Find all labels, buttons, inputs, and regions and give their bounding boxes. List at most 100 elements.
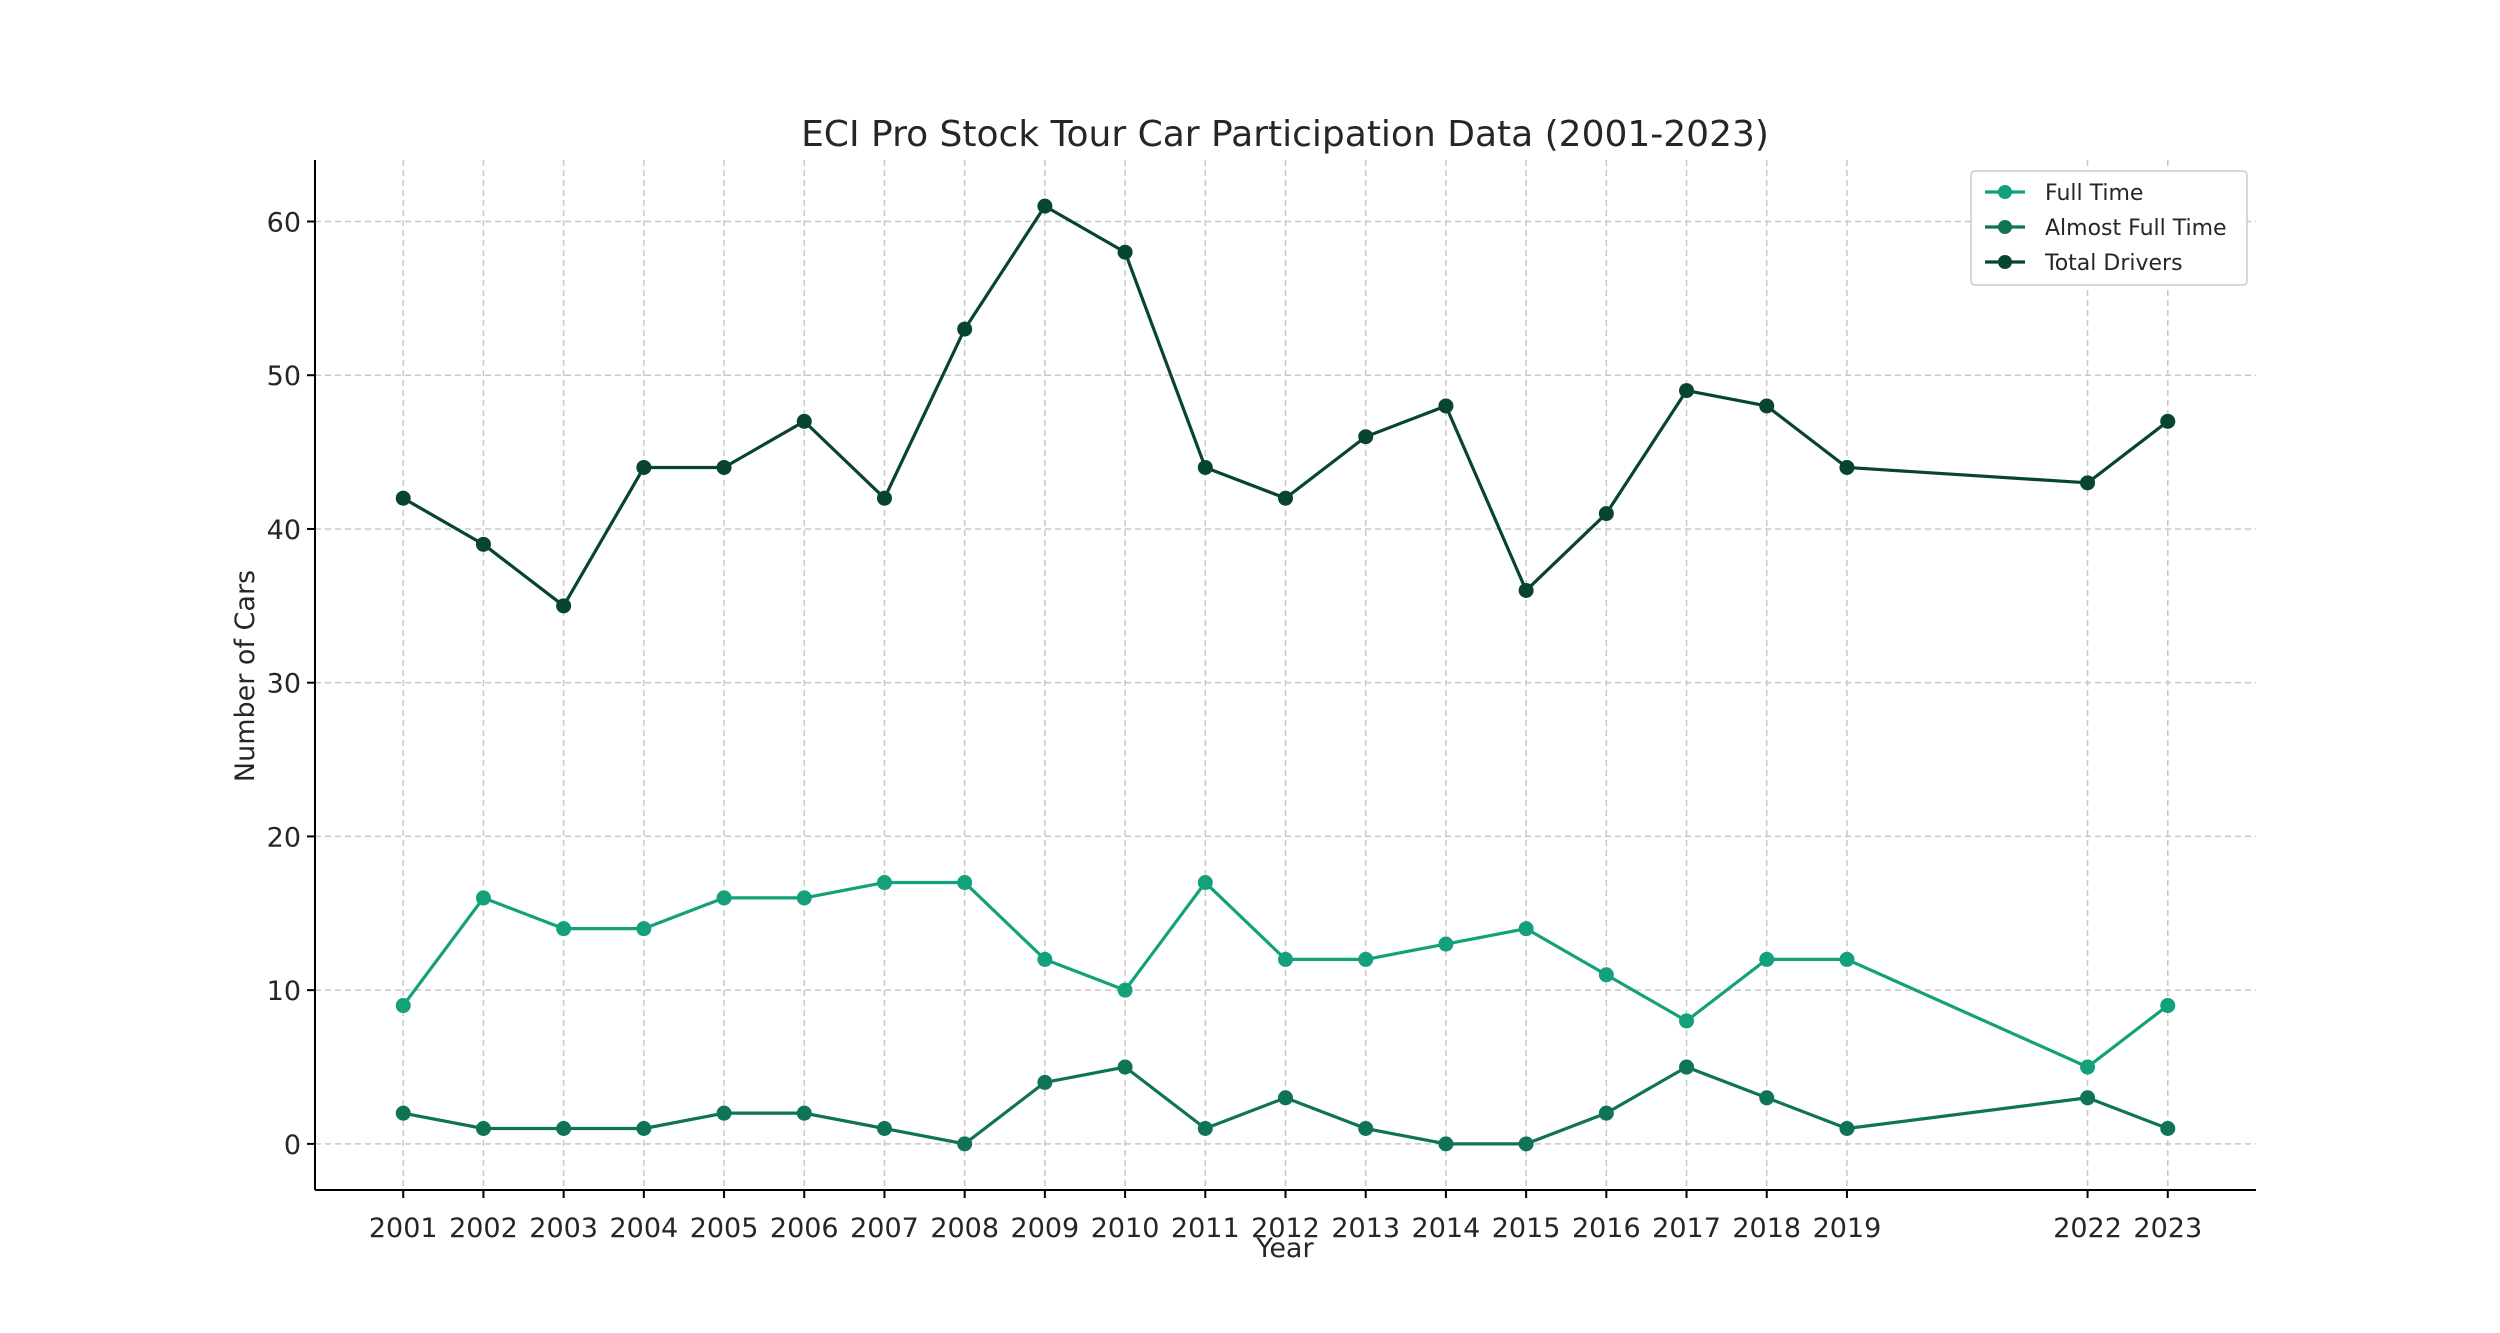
x-tick-label: 2011 [1171,1213,1240,1244]
x-tick-label: 2003 [529,1213,598,1244]
data-point [556,921,572,937]
data-point [876,490,892,506]
x-tick-label: 2018 [1732,1213,1801,1244]
legend-item: Total Drivers [1985,251,2183,276]
series-full-time [395,875,2176,1075]
data-point [636,921,652,937]
x-tick-label: 2019 [1813,1213,1882,1244]
y-tick-label: 20 [267,822,301,853]
data-point [2160,1121,2176,1137]
x-tick-label: 2012 [1251,1213,1320,1244]
x-tick-label: 2014 [1412,1213,1481,1244]
data-point [1117,982,1133,998]
data-point [475,1121,491,1137]
data-point [2080,1059,2096,1075]
data-point [1117,244,1133,260]
data-point [2160,998,2176,1014]
data-point [1839,951,1855,967]
legend-label: Total Drivers [2044,251,2183,276]
data-point [796,1105,812,1121]
data-point [716,1105,732,1121]
x-tick-label: 2005 [690,1213,759,1244]
series-almost-full-time [395,1059,2176,1152]
data-point [1037,198,1053,214]
data-point [1438,1136,1454,1152]
series-total-drivers [395,198,2176,614]
x-tick-label: 2010 [1091,1213,1160,1244]
x-tick-label: 2022 [2053,1213,2122,1244]
data-point [1117,1059,1133,1075]
x-tick-label: 2007 [850,1213,919,1244]
data-point [1358,951,1374,967]
data-point [2080,1090,2096,1106]
legend: Full Time Almost Full Time Total Drivers [1970,170,2248,286]
data-point [716,459,732,475]
x-tick-label: 2015 [1492,1213,1561,1244]
data-point [475,536,491,552]
y-tick-label: 0 [284,1130,301,1161]
data-point [1598,506,1614,522]
data-point [1197,1121,1213,1137]
chart-title: ECI Pro Stock Tour Car Participation Dat… [801,114,1769,155]
data-point [1759,951,1775,967]
data-point [1278,490,1293,506]
data-point [1197,875,1213,891]
y-tick-label: 30 [267,669,301,700]
legend-item: Full Time [1985,181,2143,206]
data-point [1278,951,1293,967]
y-tick-label: 50 [267,361,301,392]
x-tick-label: 2006 [770,1213,839,1244]
x-axis-label: Year [1255,1233,1314,1264]
data-point [1839,459,1855,475]
legend-frame [1970,170,2248,286]
data-point [957,321,973,337]
data-point [1679,383,1695,399]
y-tick-label: 10 [267,976,301,1007]
data-point [1679,1059,1695,1075]
data-point [796,890,812,906]
data-point [395,490,411,506]
data-point [1197,459,1213,475]
data-point [1759,1090,1775,1106]
grid [315,160,2256,1190]
data-point [1598,1105,1614,1121]
y-axis-ticks: 0 10 20 30 40 50 60 [267,207,315,1161]
legend-item: Almost Full Time [1985,216,2227,241]
data-point [1518,1136,1534,1152]
data-point [957,1136,973,1152]
data-point [395,1105,411,1121]
data-point [957,875,973,891]
legend-label: Full Time [2045,181,2143,206]
data-point [1037,1074,1053,1090]
data-point [2080,475,2096,491]
x-tick-label: 2001 [369,1213,438,1244]
data-point [475,890,491,906]
data-point [1037,951,1053,967]
data-point [1679,1013,1695,1029]
x-tick-label: 2002 [449,1213,518,1244]
legend-items: Full Time Almost Full Time Total Drivers [1985,181,2227,276]
data-point [796,413,812,429]
data-point [716,890,732,906]
data-point [1759,398,1775,414]
legend-label: Almost Full Time [2045,216,2227,241]
y-tick-label: 40 [267,515,301,546]
y-tick-label: 60 [267,207,301,238]
data-point [1358,429,1374,445]
data-point [636,459,652,475]
data-point [1518,921,1534,937]
x-tick-label: 2009 [1011,1213,1080,1244]
y-axis-label: Number of Cars [230,570,261,782]
legend-swatch-marker [1998,255,2012,269]
data-point [556,598,572,614]
x-tick-label: 2023 [2133,1213,2202,1244]
x-tick-label: 2016 [1572,1213,1641,1244]
x-axis-ticks: 2001 2002 2003 2004 2005 2006 2007 2008 2009 2010… [369,1190,2202,1244]
data-point [876,1121,892,1137]
series [395,198,2176,1152]
x-tick-label: 2013 [1331,1213,1400,1244]
data-point [876,875,892,891]
data-point [1518,582,1534,598]
data-point [1598,967,1614,983]
x-tick-label: 2004 [609,1213,678,1244]
